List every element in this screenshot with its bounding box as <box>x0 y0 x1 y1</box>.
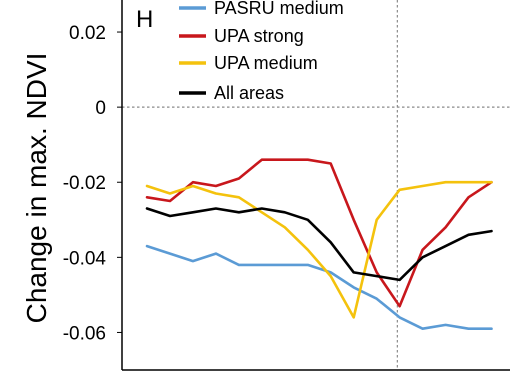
y-tick-label: 0 <box>95 98 106 119</box>
legend: PASRU medium UPA strong UPA medium All area… <box>179 0 344 103</box>
legend-label: UPA strong <box>214 26 304 46</box>
y-tick-label: -0.06 <box>63 323 106 344</box>
series-line-pasru-medium <box>145 244 493 331</box>
y-axis-label: Change in max. NDVI <box>21 53 52 324</box>
y-ticks: 0.02 0 -0.02 -0.04 -0.06 <box>63 23 122 344</box>
y-tick-label: -0.02 <box>63 173 106 194</box>
axes <box>121 0 510 371</box>
legend-label: UPA medium <box>214 53 318 73</box>
reference-lines <box>122 0 510 370</box>
legend-label: All areas <box>214 83 284 103</box>
y-tick-label: -0.04 <box>63 248 107 269</box>
y-tick-label: 0.02 <box>69 23 106 44</box>
series-lines <box>145 158 493 331</box>
panel-label: H <box>136 6 153 33</box>
series-line-all-areas <box>145 207 493 282</box>
legend-label: PASRU medium <box>214 0 344 18</box>
series-line-upa-medium <box>145 180 493 319</box>
series-line-upa-strong <box>145 158 493 308</box>
